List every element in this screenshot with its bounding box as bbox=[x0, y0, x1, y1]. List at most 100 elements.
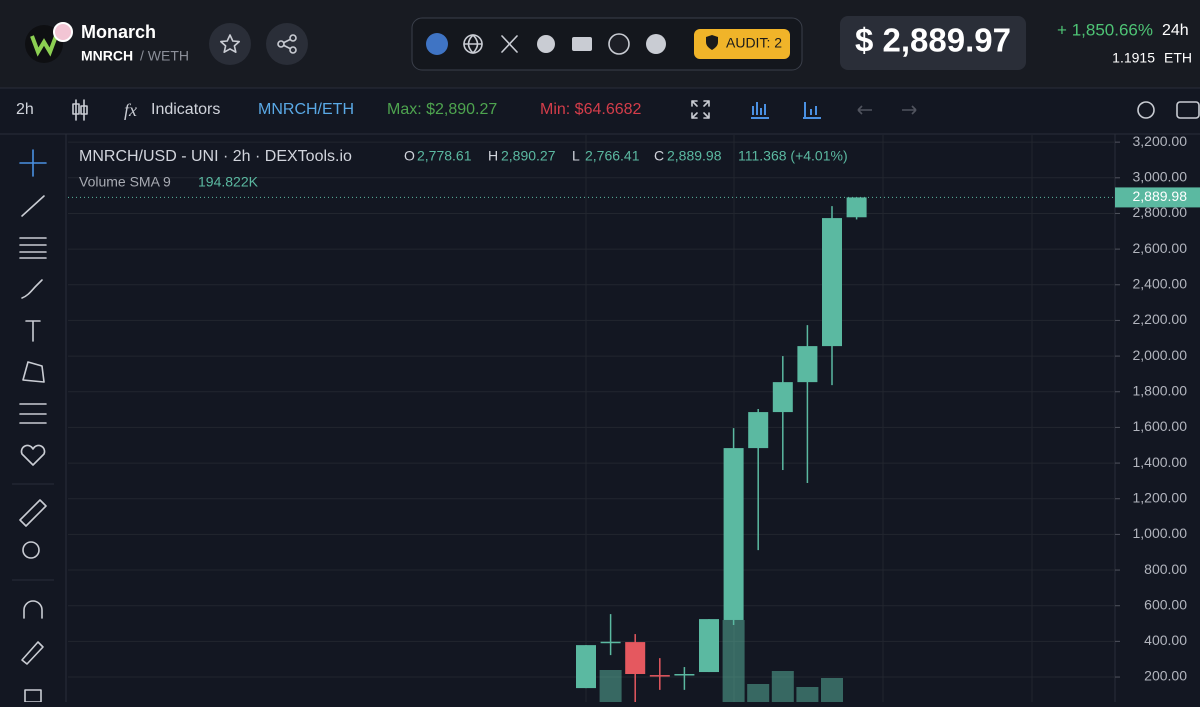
indicators-button[interactable]: Indicators bbox=[151, 101, 220, 118]
redo-button[interactable] bbox=[902, 105, 917, 115]
app-link[interactable] bbox=[608, 33, 630, 55]
candle-type-button[interactable] bbox=[72, 99, 88, 121]
y-tick-label: 2,400.00 bbox=[1133, 275, 1188, 291]
chart-link[interactable] bbox=[426, 33, 448, 55]
candle-body bbox=[822, 218, 842, 347]
candle-body bbox=[674, 674, 695, 676]
ohlc-key: H bbox=[488, 148, 498, 164]
volume-bar bbox=[722, 620, 745, 702]
candle-body bbox=[748, 412, 769, 449]
web-link[interactable] bbox=[463, 34, 483, 54]
candle-body bbox=[723, 448, 744, 620]
favorites-tool[interactable] bbox=[20, 444, 46, 466]
volume-button[interactable] bbox=[803, 102, 821, 119]
drawing-tools bbox=[19, 149, 47, 703]
last-price-label: 2,889.98 bbox=[1133, 188, 1188, 204]
ohlc-value: 2,889.98 bbox=[667, 148, 722, 164]
volume-label: Volume SMA 9 bbox=[79, 174, 171, 190]
ohlc-key: C bbox=[654, 148, 664, 164]
audit-badge[interactable] bbox=[694, 29, 790, 59]
y-tick-label: 2,800.00 bbox=[1133, 204, 1188, 220]
candle-body bbox=[649, 675, 670, 677]
y-tick-label: 2,600.00 bbox=[1133, 240, 1188, 256]
token-name: Monarch bbox=[81, 22, 156, 42]
chart-style-button[interactable] bbox=[751, 102, 769, 119]
prediction-tool[interactable] bbox=[19, 403, 47, 424]
share-icon bbox=[277, 34, 297, 54]
settings-button[interactable] bbox=[1137, 101, 1155, 119]
volume-bar bbox=[747, 684, 770, 702]
token-symbol: MNRCH bbox=[81, 48, 133, 64]
pattern-tool[interactable] bbox=[22, 361, 45, 383]
y-tick-label: 1,000.00 bbox=[1133, 525, 1188, 541]
volume-bar bbox=[796, 687, 819, 702]
tool-divider bbox=[12, 483, 54, 581]
line-tool[interactable] bbox=[21, 195, 45, 217]
y-tick-label: 3,200.00 bbox=[1133, 133, 1188, 149]
ohlc-value: 2,766.41 bbox=[585, 148, 640, 164]
last-price-tag bbox=[1115, 187, 1200, 208]
volume-bar bbox=[771, 671, 794, 702]
brush-tool[interactable] bbox=[21, 279, 43, 299]
x-link[interactable] bbox=[501, 35, 518, 53]
y-tick-label: 1,200.00 bbox=[1133, 489, 1188, 505]
y-tick-label: 3,000.00 bbox=[1133, 168, 1188, 184]
y-tick-label: 2,200.00 bbox=[1133, 311, 1188, 327]
price-change: + 1,850.66% bbox=[1057, 20, 1153, 39]
more-links[interactable] bbox=[646, 34, 666, 54]
ohlc-key: O bbox=[404, 148, 415, 164]
candle-body bbox=[625, 642, 646, 675]
fib-tool[interactable] bbox=[19, 237, 47, 259]
change-period: 24h bbox=[1162, 22, 1189, 39]
mail-link[interactable] bbox=[572, 37, 592, 51]
candle-body bbox=[772, 382, 793, 413]
y-tick-label: 1,400.00 bbox=[1133, 454, 1188, 470]
camera-button[interactable] bbox=[1176, 101, 1200, 119]
measure-tool[interactable] bbox=[19, 499, 47, 527]
favorite-button[interactable] bbox=[209, 23, 251, 65]
interval[interactable]: 2h bbox=[16, 101, 34, 118]
y-tick-label: 2,000.00 bbox=[1133, 347, 1188, 363]
volume-bar bbox=[599, 670, 622, 702]
audit-label: AUDIT: 2 bbox=[726, 35, 782, 51]
lock-tool[interactable] bbox=[24, 689, 42, 703]
candle-body bbox=[600, 641, 621, 644]
eth-price: 1.1915 bbox=[1112, 50, 1155, 66]
max-price: Max: $2,890.27 bbox=[387, 101, 497, 118]
y-tick-label: 200.00 bbox=[1144, 668, 1187, 684]
y-tick-label: 600.00 bbox=[1144, 596, 1187, 612]
candle-body bbox=[797, 346, 818, 383]
lock-draw-tool[interactable] bbox=[21, 641, 44, 665]
price-box bbox=[840, 16, 1026, 70]
y-tick-label: 1,600.00 bbox=[1133, 418, 1188, 434]
ohlc-value: 2,890.27 bbox=[501, 148, 556, 164]
undo-button[interactable] bbox=[857, 105, 872, 115]
fullscreen-button[interactable] bbox=[691, 100, 710, 119]
crosshair-tool[interactable] bbox=[19, 149, 47, 177]
y-tick-label: 1,800.00 bbox=[1133, 382, 1188, 398]
magnet-tool[interactable] bbox=[23, 600, 43, 619]
fx-icon: fx bbox=[124, 100, 137, 120]
share-button[interactable] bbox=[266, 23, 308, 65]
legend-change: 111.368 (+4.01%) bbox=[738, 148, 848, 164]
star-icon bbox=[220, 34, 240, 53]
pair-button[interactable]: MNRCH/ETH bbox=[258, 101, 354, 118]
chart-title: MNRCH/USD - UNI · 2h · DEXTools.io bbox=[79, 148, 352, 165]
volume-value: 194.822K bbox=[198, 174, 259, 190]
volume-bar bbox=[821, 678, 843, 702]
quote-symbol: / WETH bbox=[140, 48, 189, 64]
min-price: Min: $64.6682 bbox=[540, 101, 642, 118]
shield-icon bbox=[706, 35, 718, 50]
text-tool[interactable] bbox=[25, 320, 41, 342]
price: $ 2,889.97 bbox=[855, 22, 1011, 59]
candle-body bbox=[576, 645, 596, 689]
telegram-link[interactable] bbox=[537, 35, 555, 53]
eth-unit: ETH bbox=[1164, 50, 1192, 66]
ohlc-key: L bbox=[572, 148, 580, 164]
zoom-tool[interactable] bbox=[22, 541, 40, 559]
y-tick-label: 400.00 bbox=[1144, 632, 1187, 648]
y-tick-label: 800.00 bbox=[1144, 561, 1187, 577]
ohlc-value: 2,778.61 bbox=[417, 148, 472, 164]
